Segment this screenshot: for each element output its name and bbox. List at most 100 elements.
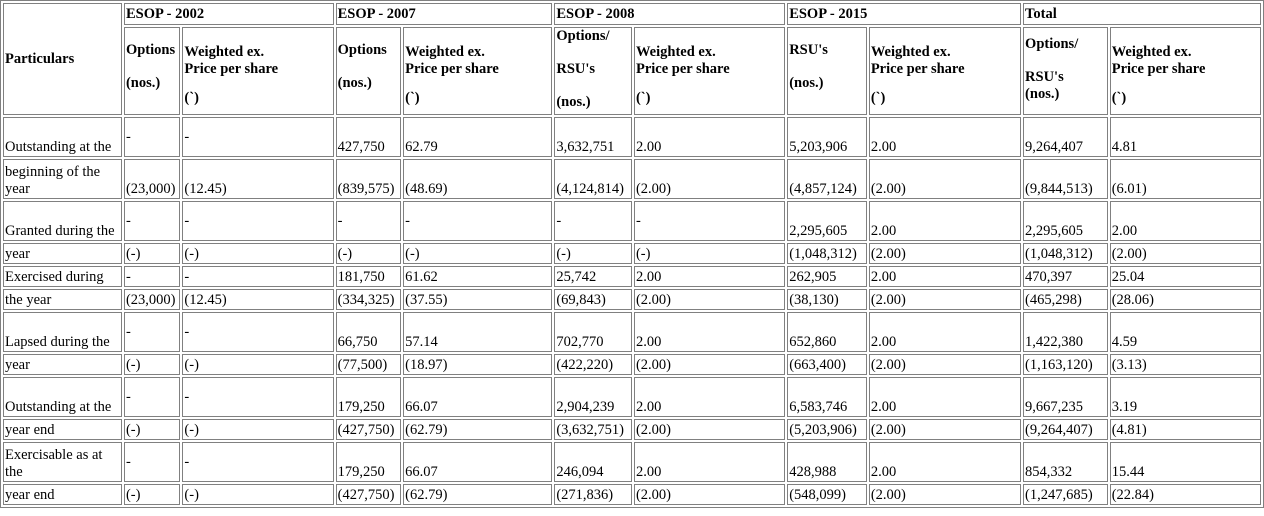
cell-options-2002: (-)	[123, 243, 181, 264]
cell-price-2008: 2.00	[633, 442, 786, 482]
col-options-2007: Options (nos.)	[335, 27, 402, 115]
table-row: the year (23,000) (12.45) (334,325) (37.55)(…	[3, 289, 1261, 310]
cell-options-2008: (271,836)	[554, 484, 632, 505]
group-header-total: Total	[1023, 3, 1261, 25]
cell-price-2007: 61.62	[403, 266, 553, 287]
cell-price-2007: (-)	[403, 243, 553, 264]
cell-options-2002: (23,000)	[123, 289, 181, 310]
group-header-esop-2015: ESOP - 2015	[787, 3, 1022, 25]
cell-options-2007: 179,250	[335, 377, 402, 417]
row-label: Exercisable as at the	[3, 442, 122, 482]
cell-options-total: (9,844,513)	[1023, 159, 1108, 199]
header-row-groups: Particulars ESOP - 2002 ESOP - 2007 ESOP…	[3, 3, 1261, 115]
cell-options-2008: (422,220)	[554, 354, 632, 375]
row-label: Outstanding at the	[3, 117, 122, 157]
cell-price-total: 3.19	[1109, 377, 1261, 417]
cell-price-total: (2.00)	[1109, 243, 1261, 264]
col-price-total: Weighted ex. Price per share (`)	[1109, 27, 1261, 115]
row-label: year end	[3, 419, 122, 440]
col-options-rsu-total: Options/ RSU's (nos.)	[1023, 27, 1108, 115]
cell-price-2015: (2.00)	[868, 354, 1022, 375]
cell-price-2008: (2.00)	[633, 484, 786, 505]
cell-rsu-2015: (1,048,312)	[787, 243, 867, 264]
cell-options-total: 9,264,407	[1023, 117, 1108, 157]
row-label: Lapsed during the	[3, 312, 122, 352]
cell-options-2002: (-)	[123, 419, 181, 440]
cell-options-total: (465,298)	[1023, 289, 1108, 310]
nos-label: (nos.)	[337, 75, 372, 91]
header-row-subcolumns: Options (nos.) Weighted ex. Price per sh…	[3, 27, 1261, 115]
cell-price-total: 15.44	[1109, 442, 1261, 482]
cell-options-2008: 25,742	[554, 266, 632, 287]
weighted-label-2: Price per share	[405, 61, 499, 77]
col-options-rsu-2008: Options/ RSU's (nos.)	[554, 27, 632, 115]
cell-price-total: (3.13)	[1109, 354, 1261, 375]
cell-rsu-2015: (663,400)	[787, 354, 867, 375]
cell-price-total: 2.00	[1109, 201, 1261, 241]
cell-options-2008: 2,904,239	[554, 377, 632, 417]
row-label: Outstanding at the	[3, 377, 122, 417]
cell-price-total: (4.81)	[1109, 419, 1261, 440]
cell-options-2007: 179,250	[335, 442, 402, 482]
options-slash-label: Options/	[1025, 36, 1079, 52]
cell-price-2015: 2.00	[868, 266, 1022, 287]
cell-price-2007: (62.79)	[403, 419, 553, 440]
col-price-2002: Weighted ex. Price per share (`)	[182, 27, 334, 115]
cell-options-total: (1,048,312)	[1023, 243, 1108, 264]
cell-rsu-2015: 5,203,906	[787, 117, 867, 157]
cell-price-2015: 2.00	[868, 377, 1022, 417]
cell-price-2015: 2.00	[868, 201, 1022, 241]
cell-price-2007: (62.79)	[403, 484, 553, 505]
weighted-label-2: Price per share	[870, 61, 965, 77]
cell-options-2007: 66,750	[335, 312, 402, 352]
weighted-label-1: Weighted ex.	[184, 44, 265, 60]
cell-price-2007: -	[403, 201, 553, 241]
nos-label: (nos.)	[125, 75, 161, 91]
col-price-2015: Weighted ex. Price per share (`)	[868, 27, 1022, 115]
cell-price-2008: (-)	[633, 243, 786, 264]
currency-label: (`)	[184, 90, 199, 106]
cell-price-2015: (2.00)	[868, 419, 1022, 440]
cell-options-2008: 3,632,751	[554, 117, 632, 157]
cell-price-total: (6.01)	[1109, 159, 1261, 199]
options-label: Options	[125, 42, 176, 58]
options-label: Options	[337, 42, 387, 58]
cell-rsu-2015: (38,130)	[787, 289, 867, 310]
cell-price-2007: (48.69)	[403, 159, 553, 199]
cell-options-total: (9,264,407)	[1023, 419, 1108, 440]
cell-price-2015: (2.00)	[868, 243, 1022, 264]
row-label: year	[3, 354, 122, 375]
cell-price-2002: (12.45)	[182, 159, 334, 199]
currency-label: (`)	[635, 90, 651, 106]
cell-options-2008: (4,124,814)	[554, 159, 632, 199]
table-row: year (-) (-) (-) (-) (-) (-) (1,048,312) (2.00)(…	[3, 243, 1261, 264]
currency-label: (`)	[405, 90, 420, 106]
cell-rsu-2015: 6,583,746	[787, 377, 867, 417]
currency-label: (`)	[1111, 90, 1127, 106]
cell-rsu-2015: 652,860	[787, 312, 867, 352]
cell-price-total: (22.84)	[1109, 484, 1261, 505]
weighted-label-1: Weighted ex.	[870, 44, 951, 60]
col-rsu-2015: RSU's (nos.)	[787, 27, 867, 115]
table-row: Outstanding at the - -427,750 62.79 3,632,75…	[3, 117, 1261, 157]
rsus-label: RSU's	[1025, 69, 1064, 85]
cell-price-2002: -	[182, 442, 334, 482]
group-header-esop-2002: ESOP - 2002	[123, 3, 334, 25]
cell-options-total: 9,667,235	[1023, 377, 1108, 417]
cell-options-2002: -	[123, 442, 181, 482]
cell-options-2007: (427,750)	[335, 419, 402, 440]
cell-price-2008: 2.00	[633, 312, 786, 352]
cell-price-2002: -	[182, 201, 334, 241]
cell-price-2008: 2.00	[633, 117, 786, 157]
cell-price-2015: 2.00	[868, 312, 1022, 352]
cell-price-2002: (12.45)	[182, 289, 334, 310]
weighted-label-2: Price per share	[1111, 61, 1206, 77]
cell-price-2007: 66.07	[403, 442, 553, 482]
cell-price-2015: 2.00	[868, 442, 1022, 482]
cell-price-2002: (-)	[182, 354, 334, 375]
cell-price-2002: -	[182, 266, 334, 287]
cell-options-2007: -	[335, 201, 402, 241]
table-row: Granted during the - - - - - -2,295,605 2.00 2,2…	[3, 201, 1261, 241]
cell-options-2002: -	[123, 117, 181, 157]
